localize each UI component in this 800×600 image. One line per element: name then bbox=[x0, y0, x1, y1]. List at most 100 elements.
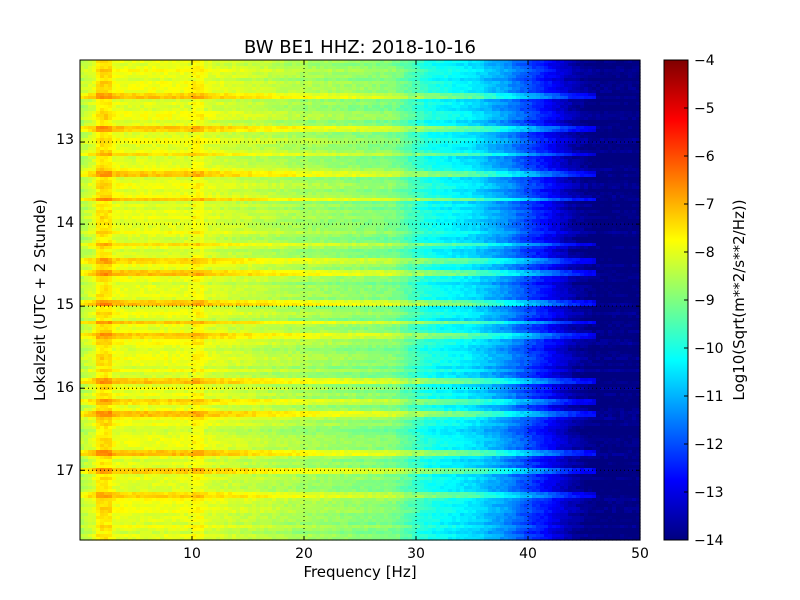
heatmap-cell bbox=[200, 66, 205, 70]
heatmap-cell bbox=[488, 90, 493, 94]
heatmap-cell bbox=[388, 90, 393, 94]
heatmap-cell bbox=[516, 66, 521, 70]
heatmap-cell bbox=[328, 87, 333, 91]
heatmap-cell bbox=[544, 90, 549, 94]
heatmap-cell bbox=[572, 69, 577, 73]
heatmap-cell bbox=[488, 66, 493, 70]
heatmap-cell bbox=[568, 69, 573, 73]
heatmap-cell bbox=[356, 66, 361, 70]
heatmap-cell bbox=[196, 90, 201, 94]
heatmap-cell bbox=[588, 84, 593, 88]
heatmap-cell bbox=[284, 75, 289, 79]
heatmap-cell bbox=[96, 84, 101, 88]
heatmap-cell bbox=[608, 90, 613, 94]
heatmap-cell bbox=[168, 69, 173, 73]
heatmap-cell bbox=[544, 75, 549, 79]
heatmap-cell bbox=[308, 63, 313, 67]
heatmap-cell bbox=[360, 75, 365, 79]
heatmap-cell bbox=[584, 78, 589, 82]
heatmap-cell bbox=[392, 90, 397, 94]
heatmap-cell bbox=[376, 60, 381, 64]
heatmap-cell bbox=[200, 72, 205, 76]
heatmap-cell bbox=[476, 69, 481, 73]
heatmap-cell bbox=[400, 66, 405, 70]
heatmap-cell bbox=[456, 81, 461, 85]
heatmap-cell bbox=[92, 63, 97, 67]
heatmap-cell bbox=[332, 81, 337, 85]
heatmap-cell bbox=[544, 78, 549, 82]
heatmap-cell bbox=[548, 87, 553, 91]
heatmap-cell bbox=[120, 84, 125, 88]
heatmap-cell bbox=[284, 90, 289, 94]
heatmap-cell bbox=[576, 69, 581, 73]
heatmap-cell bbox=[572, 63, 577, 67]
heatmap-cell bbox=[204, 90, 209, 94]
heatmap-cell bbox=[348, 75, 353, 79]
heatmap-cell bbox=[184, 78, 189, 82]
heatmap-cell bbox=[104, 72, 109, 76]
heatmap-cell bbox=[444, 69, 449, 73]
heatmap-cell bbox=[632, 78, 637, 82]
heatmap-cell bbox=[272, 66, 277, 70]
heatmap-cell bbox=[220, 72, 225, 76]
heatmap-cell bbox=[452, 81, 457, 85]
heatmap-cell bbox=[296, 63, 301, 67]
heatmap-cell bbox=[112, 66, 117, 70]
heatmap-cell bbox=[508, 66, 513, 70]
heatmap-cell bbox=[292, 78, 297, 82]
heatmap-cell bbox=[156, 84, 161, 88]
heatmap-cell bbox=[312, 60, 317, 64]
heatmap-cell bbox=[168, 66, 173, 70]
heatmap-cell bbox=[252, 66, 257, 70]
heatmap-cell bbox=[320, 84, 325, 88]
heatmap-cell bbox=[184, 87, 189, 91]
heatmap-cell bbox=[148, 69, 153, 73]
heatmap-cell bbox=[356, 63, 361, 67]
heatmap-cell bbox=[604, 90, 609, 94]
heatmap-cell bbox=[88, 66, 93, 70]
heatmap-cell bbox=[244, 69, 249, 73]
heatmap-cell bbox=[164, 60, 169, 64]
heatmap-cell bbox=[572, 81, 577, 85]
heatmap-cell bbox=[596, 66, 601, 70]
heatmap-cell bbox=[596, 90, 601, 94]
heatmap-cell bbox=[224, 66, 229, 70]
heatmap-cell bbox=[240, 78, 245, 82]
heatmap-cell bbox=[520, 78, 525, 82]
heatmap-cell bbox=[80, 93, 85, 97]
heatmap-cell bbox=[312, 84, 317, 88]
heatmap-cell bbox=[624, 81, 629, 85]
heatmap-cell bbox=[304, 81, 309, 85]
heatmap-cell bbox=[204, 63, 209, 67]
heatmap-cell bbox=[536, 63, 541, 67]
heatmap-cell bbox=[376, 78, 381, 82]
heatmap-cell bbox=[368, 63, 373, 67]
heatmap-cell bbox=[120, 66, 125, 70]
heatmap-cell bbox=[444, 75, 449, 79]
heatmap-cell bbox=[404, 81, 409, 85]
heatmap-cell bbox=[284, 66, 289, 70]
heatmap-cell bbox=[160, 66, 165, 70]
heatmap-cell bbox=[556, 69, 561, 73]
heatmap-cell bbox=[408, 78, 413, 82]
heatmap-cell bbox=[168, 90, 173, 94]
heatmap-cell bbox=[284, 72, 289, 76]
heatmap-cell bbox=[520, 87, 525, 91]
heatmap-cell bbox=[464, 63, 469, 67]
heatmap-cell bbox=[540, 78, 545, 82]
heatmap-cell bbox=[120, 78, 125, 82]
heatmap-cell bbox=[88, 78, 93, 82]
heatmap-cell bbox=[616, 90, 621, 94]
heatmap-cell bbox=[360, 81, 365, 85]
heatmap-cell bbox=[376, 69, 381, 73]
heatmap-cell bbox=[412, 63, 417, 67]
heatmap-cell bbox=[200, 69, 205, 73]
heatmap-cell bbox=[292, 72, 297, 76]
heatmap-cell bbox=[416, 75, 421, 79]
heatmap-cell bbox=[276, 72, 281, 76]
heatmap-cell bbox=[580, 90, 585, 94]
heatmap-cell bbox=[88, 63, 93, 67]
heatmap-cell bbox=[600, 87, 605, 91]
heatmap-cell bbox=[256, 60, 261, 64]
heatmap-cell bbox=[464, 66, 469, 70]
